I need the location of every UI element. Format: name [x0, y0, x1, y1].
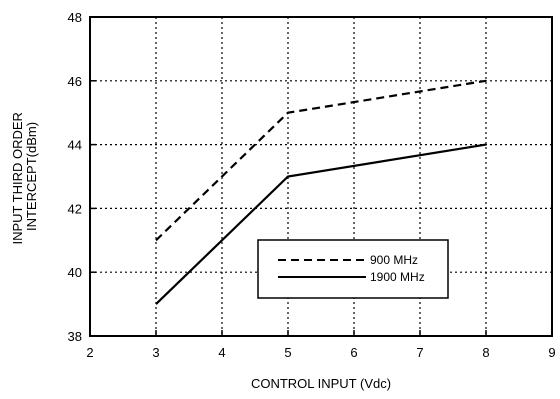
legend-label-1: 1900 MHz: [370, 270, 425, 284]
ticks: [89, 16, 553, 337]
legend-items: 900 MHz 1900 MHz: [278, 253, 425, 284]
x-tick-label-7: 7: [416, 345, 423, 360]
y-axis-title: INPUT THIRD ORDER INTERCEPT(dBm): [10, 108, 39, 244]
x-tick-label-8: 8: [482, 345, 489, 360]
y-axis-title-line-2: INTERCEPT(dBm): [24, 122, 39, 231]
x-tick-label-3: 3: [152, 345, 159, 360]
y-tick-label-38: 38: [68, 329, 82, 344]
y-tick-label-40: 40: [68, 265, 82, 280]
x-tick-label-9: 9: [548, 345, 555, 360]
y-tick-label-48: 48: [68, 10, 82, 25]
x-axis-title: CONTROL INPUT (Vdc): [251, 376, 391, 391]
series-line-900-mhz: [155, 79, 487, 242]
x-tick-label-5: 5: [284, 345, 291, 360]
y-tick-label-46: 46: [68, 74, 82, 89]
x-tick-label-6: 6: [350, 345, 357, 360]
y-axis-title-line-1: INPUT THIRD ORDER: [10, 112, 25, 244]
legend-label-0: 900 MHz: [370, 253, 418, 267]
x-tick-label-2: 2: [86, 345, 93, 360]
y-tick-label-44: 44: [68, 138, 82, 153]
tick-labels: 2 3 4 5 6 7 8 9 38 40 42 44 46 48: [68, 10, 556, 360]
plot-frame: [89, 16, 553, 337]
legend: 900 MHz 1900 MHz: [257, 239, 449, 299]
x-tick-label-4: 4: [218, 345, 225, 360]
legend-box: [257, 239, 449, 299]
y-tick-label-42: 42: [68, 201, 82, 216]
series-layer: [155, 79, 487, 305]
